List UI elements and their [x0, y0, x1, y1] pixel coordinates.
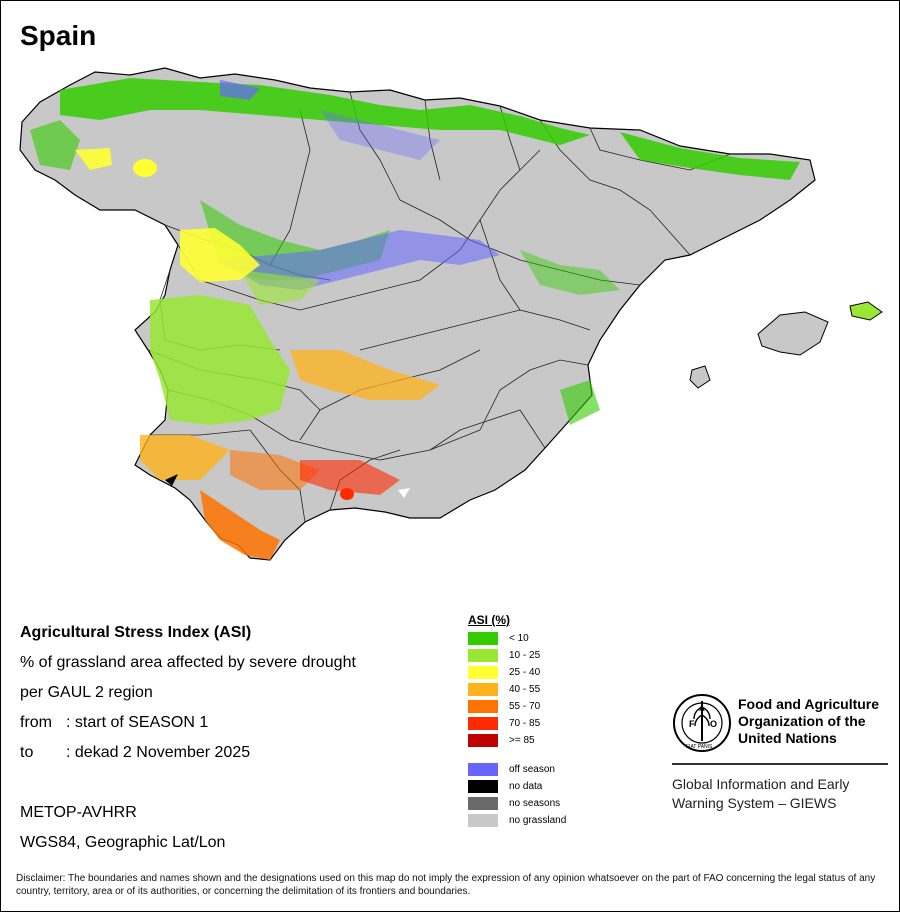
info-block: Agricultural Stress Index (ASI) % of gra… — [20, 618, 356, 858]
legend-swatch — [468, 734, 498, 747]
system-name-line: Warning System – GIEWS — [672, 795, 837, 811]
legend-item: < 10 — [468, 630, 566, 647]
to-label: to — [20, 744, 34, 761]
legend-item: no data — [468, 778, 566, 795]
svg-text:A: A — [699, 704, 705, 713]
legend-title: ASI (%) — [468, 613, 510, 627]
legend-item: 25 - 40 — [468, 664, 566, 681]
index-description: % of grassland area affected by severe d… — [20, 654, 356, 671]
legend-item: >= 85 — [468, 732, 566, 749]
legend-swatch — [468, 717, 498, 730]
legend-label: off season — [509, 764, 555, 775]
legend-label: no seasons — [509, 798, 561, 809]
system-name-line: Global Information and Early — [672, 776, 850, 792]
legend-label: no data — [509, 781, 543, 792]
legend-label: 25 - 40 — [509, 667, 541, 678]
org-name-line: Organization of the — [738, 713, 866, 729]
legend-swatch — [468, 683, 498, 696]
disclaimer: Disclaimer: The boundaries and names sho… — [16, 873, 876, 897]
logo-motto: FIAT PANIS — [686, 744, 713, 750]
legend-swatch — [468, 700, 498, 713]
legend-label: < 10 — [509, 633, 529, 644]
legend-item: off season — [468, 761, 566, 778]
legend-swatch — [468, 632, 498, 645]
organization-name: Food and Agriculture Organization of the… — [738, 696, 898, 747]
legend-label: 55 - 70 — [509, 701, 541, 712]
mainland-spain — [19, 67, 816, 561]
index-title: Agricultural Stress Index (ASI) — [20, 624, 252, 641]
from-label: from — [20, 714, 52, 731]
legend-label: 40 - 55 — [509, 684, 541, 695]
from-value: : start of SEASON 1 — [66, 714, 209, 731]
mallorca-island — [757, 311, 829, 356]
legend-label: 10 - 25 — [509, 650, 541, 661]
legend-label: 70 - 85 — [509, 718, 541, 729]
sensor-name: METOP-AVHRR — [20, 804, 137, 821]
svg-text:F: F — [689, 719, 695, 729]
period-from: from : start of SEASON 1 — [20, 708, 356, 738]
system-name: Global Information and Early Warning Sys… — [672, 775, 888, 813]
projection-name: WGS84, Geographic Lat/Lon — [20, 834, 226, 851]
legend-classes: < 10 10 - 25 25 - 40 40 - 55 55 - 70 70 … — [468, 630, 566, 749]
legend-item: no seasons — [468, 795, 566, 812]
legend-label: >= 85 — [509, 735, 535, 746]
asi-patches — [30, 78, 800, 560]
legend-other: off season no data no seasons no grassla… — [468, 761, 566, 829]
legend-item: 70 - 85 — [468, 715, 566, 732]
legend-item: 10 - 25 — [468, 647, 566, 664]
legend-swatch — [468, 814, 498, 827]
divider — [672, 763, 888, 765]
to-value: : dekad 2 November 2025 — [66, 744, 251, 761]
org-name-line: Food and Agriculture — [738, 696, 880, 712]
svg-text:O: O — [710, 719, 717, 729]
map-canvas — [0, 50, 900, 610]
legend-swatch — [468, 763, 498, 776]
menorca-island — [849, 301, 883, 321]
period-to: to : dekad 2 November 2025 — [20, 738, 356, 768]
index-unit: per GAUL 2 region — [20, 684, 153, 701]
spain-map-svg — [19, 67, 883, 561]
map-title: Spain — [20, 20, 97, 51]
org-name-line: United Nations — [738, 730, 837, 746]
legend-label: no grassland — [509, 815, 567, 826]
legend-item: no grassland — [468, 812, 566, 829]
legend-swatch — [468, 780, 498, 793]
legend-swatch — [468, 797, 498, 810]
ibiza-island — [689, 365, 711, 389]
legend-item: 40 - 55 — [468, 681, 566, 698]
legend: ASI (%) < 10 10 - 25 25 - 40 40 - 55 55 … — [468, 613, 566, 829]
legend-swatch — [468, 666, 498, 679]
legend-swatch — [468, 649, 498, 662]
fao-logo-icon: F O A FIAT PANIS — [673, 694, 731, 752]
legend-item: 55 - 70 — [468, 698, 566, 715]
